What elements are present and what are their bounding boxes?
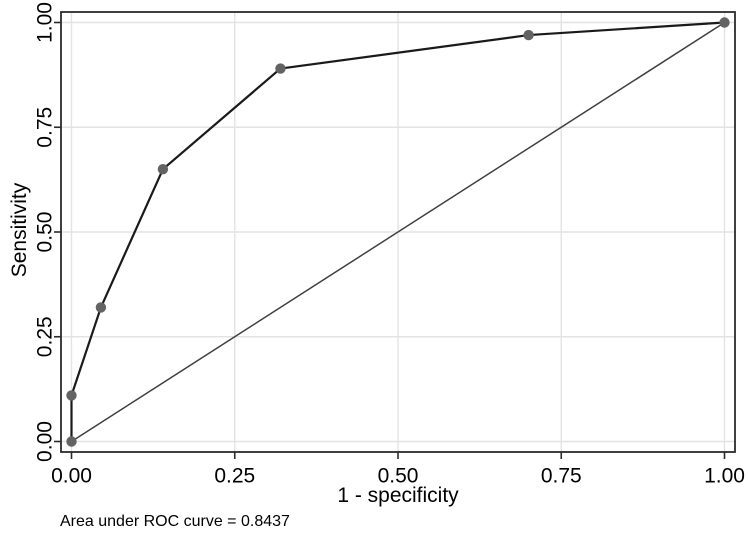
roc-point-marker	[523, 29, 534, 41]
x-axis-tick-label: 0.25	[214, 464, 255, 487]
x-axis-tick-label: 0.75	[541, 464, 582, 487]
x-axis-title: 1 - specificity	[337, 484, 459, 507]
y-axis-tick-label: 0.00	[33, 421, 56, 462]
roc-point-marker	[275, 63, 286, 74]
y-axis-tick-label: 0.25	[33, 316, 56, 357]
y-axis-tick-label: 0.50	[33, 212, 56, 253]
roc-point-marker	[66, 390, 77, 401]
roc-point-marker	[157, 163, 169, 175]
y-axis-tick-label: 0.75	[33, 107, 56, 148]
y-axis-tick-label: 1.00	[33, 2, 56, 43]
x-axis-tick-label: 0.00	[51, 464, 92, 487]
reference-line	[71, 21, 725, 443]
auc-note: Area under ROC curve = 0.8437	[60, 513, 290, 530]
y-axis-title: Sensitivity	[8, 182, 31, 278]
x-axis-tick-label: 0.50	[378, 464, 419, 487]
roc-point-marker	[95, 302, 107, 313]
x-axis-tick-label: 1.00	[704, 464, 745, 487]
roc-point-marker	[66, 436, 77, 447]
roc-point-marker	[719, 17, 730, 28]
